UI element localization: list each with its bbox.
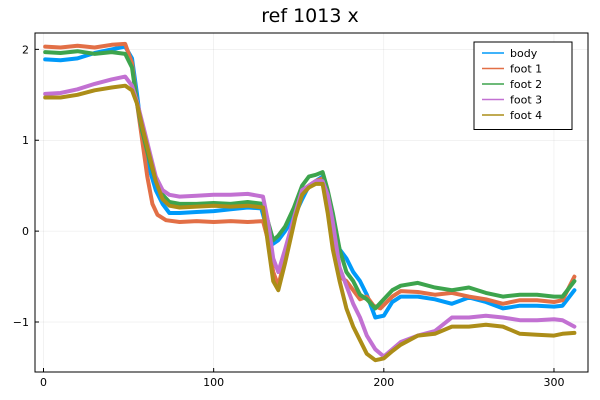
legend-label: foot 3 (510, 94, 542, 107)
legend-label: body (510, 47, 538, 60)
y-tick-label: 2 (22, 43, 29, 56)
legend-label: foot 4 (510, 109, 542, 122)
series-lines (43, 41, 577, 363)
plot-frame (34, 32, 589, 373)
legend-box (473, 41, 573, 130)
chart-title: ref 1013 x (261, 5, 358, 27)
axis-ticks: 0 100 200 300 −1 0 1 2 (13, 43, 565, 389)
legend-label: foot 2 (510, 78, 542, 91)
y-tick-label: 1 (22, 134, 29, 147)
x-tick-label: 0 (40, 376, 47, 389)
legend: body foot 1 foot 2 foot 3 foot 4 (473, 41, 573, 130)
x-tick-label: 200 (373, 376, 394, 389)
x-tick-label: 300 (543, 376, 564, 389)
y-tick-label: −1 (13, 316, 29, 329)
y-tick-label: 0 (22, 225, 29, 238)
series-line-foot-4 (43, 83, 577, 363)
legend-label: foot 1 (510, 63, 542, 76)
x-tick-label: 100 (203, 376, 224, 389)
